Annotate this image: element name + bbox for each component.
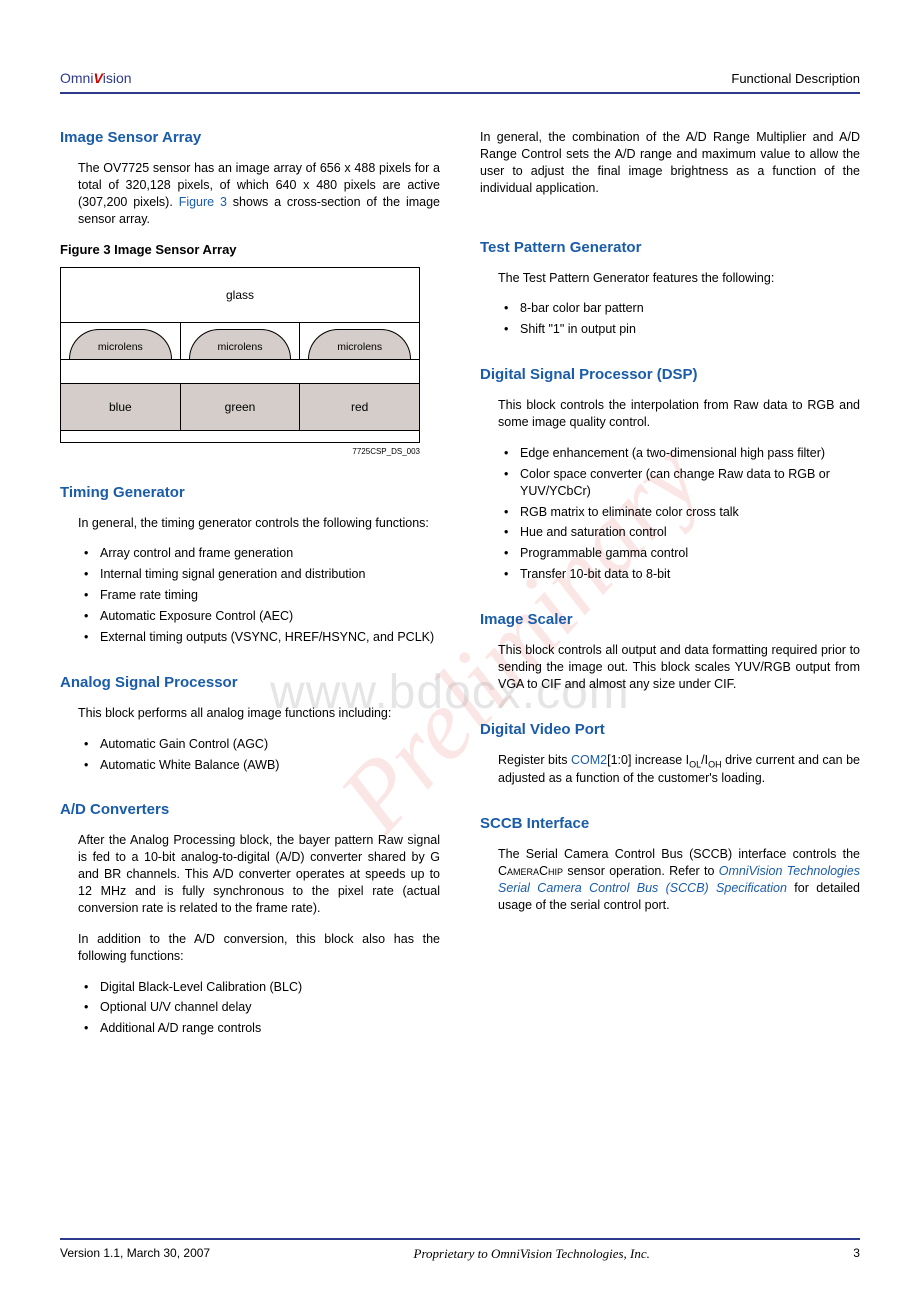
footer-proprietary: Proprietary to OmniVision Technologies, … (414, 1246, 650, 1262)
text: Register bits (498, 753, 571, 767)
section-test-pattern-generator: Test Pattern Generator The Test Pattern … (480, 239, 860, 339)
page-header: OmniVision Functional Description (60, 70, 860, 94)
section-image-scaler: Image Scaler This block controls all out… (480, 611, 860, 693)
bullet-list: Edge enhancement (a two-dimensional high… (480, 445, 860, 583)
heading-digital-video-port: Digital Video Port (480, 721, 860, 738)
heading-image-sensor-array: Image Sensor Array (60, 129, 440, 146)
list-item: Automatic White Balance (AWB) (78, 757, 440, 774)
color-cell-red: red (300, 384, 419, 430)
paragraph: The OV7725 sensor has an image array of … (60, 160, 440, 228)
bullet-list: Automatic Gain Control (AGC) Automatic W… (60, 736, 440, 774)
paragraph: The Test Pattern Generator features the … (480, 270, 860, 287)
figure-substrate (61, 430, 419, 442)
microlens-cell: microlens (181, 323, 301, 359)
paragraph: In addition to the A/D conversion, this … (60, 931, 440, 965)
section-timing-generator: Timing Generator In general, the timing … (60, 484, 440, 646)
footer-version: Version 1.1, March 30, 2007 (60, 1246, 210, 1262)
heading-dsp: Digital Signal Processor (DSP) (480, 366, 860, 383)
list-item: Hue and saturation control (498, 524, 860, 541)
bullet-list: Array control and frame generation Inter… (60, 545, 440, 645)
microlens-cell: microlens (61, 323, 181, 359)
list-item: External timing outputs (VSYNC, HREF/HSY… (78, 629, 440, 646)
section-ad-converters: A/D Converters After the Analog Processi… (60, 801, 440, 1037)
list-item: Shift "1" in output pin (498, 321, 860, 338)
logo-omni: Omni (60, 70, 93, 86)
subscript: OH (708, 759, 722, 769)
heading-ad-converters: A/D Converters (60, 801, 440, 818)
right-column: In general, the combination of the A/D R… (480, 129, 860, 1065)
microlens-label: microlens (181, 341, 300, 353)
microlens-cell: microlens (300, 323, 419, 359)
figure-color-row: blue green red (61, 384, 419, 430)
list-item: Additional A/D range controls (78, 1020, 440, 1037)
figure-code: 7725CSP_DS_003 (60, 447, 420, 456)
list-item: Automatic Gain Control (AGC) (78, 736, 440, 753)
figure-gap (61, 360, 419, 384)
smallcaps-text: CameraChip (498, 864, 563, 878)
subscript: OL (689, 759, 701, 769)
paragraph: This block controls all output and data … (480, 642, 860, 693)
microlens-label: microlens (300, 341, 419, 353)
register-link[interactable]: COM2 (571, 753, 607, 767)
heading-image-scaler: Image Scaler (480, 611, 860, 628)
list-item: Internal timing signal generation and di… (78, 566, 440, 583)
list-item: Optional U/V channel delay (78, 999, 440, 1016)
list-item: Edge enhancement (a two-dimensional high… (498, 445, 860, 462)
figure-link[interactable]: Figure 3 (179, 195, 227, 209)
heading-sccb-interface: SCCB Interface (480, 815, 860, 832)
figure-glass-layer: glass (61, 268, 419, 323)
list-item: Array control and frame generation (78, 545, 440, 562)
color-cell-green: green (181, 384, 301, 430)
paragraph: This block performs all analog image fun… (60, 705, 440, 722)
list-item: Digital Black-Level Calibration (BLC) (78, 979, 440, 996)
heading-test-pattern-generator: Test Pattern Generator (480, 239, 860, 256)
paragraph: This block controls the interpolation fr… (480, 397, 860, 431)
paragraph: The Serial Camera Control Bus (SCCB) int… (480, 846, 860, 914)
list-item: Programmable gamma control (498, 545, 860, 562)
list-item: RGB matrix to eliminate color cross talk (498, 504, 860, 521)
section-analog-signal-processor: Analog Signal Processor This block perfo… (60, 674, 440, 774)
page-footer: Version 1.1, March 30, 2007 Proprietary … (60, 1238, 860, 1262)
two-column-layout: Image Sensor Array The OV7725 sensor has… (60, 129, 860, 1065)
list-item: Color space converter (can change Raw da… (498, 466, 860, 500)
text: The Serial Camera Control Bus (SCCB) int… (498, 847, 860, 861)
section-image-sensor-array: Image Sensor Array The OV7725 sensor has… (60, 129, 440, 456)
paragraph: In general, the combination of the A/D R… (480, 129, 860, 197)
left-column: Image Sensor Array The OV7725 sensor has… (60, 129, 440, 1065)
text: sensor operation. Refer to (563, 864, 719, 878)
section-digital-video-port: Digital Video Port Register bits COM2[1:… (480, 721, 860, 788)
microlens-label: microlens (61, 341, 180, 353)
section-dsp: Digital Signal Processor (DSP) This bloc… (480, 366, 860, 583)
figure-3-diagram: glass microlens microlens microlens (60, 267, 420, 443)
list-item: Automatic Exposure Control (AEC) (78, 608, 440, 625)
section-sccb-interface: SCCB Interface The Serial Camera Control… (480, 815, 860, 914)
paragraph: In general, the timing generator control… (60, 515, 440, 532)
logo-ision: ision (103, 70, 132, 86)
heading-analog-signal-processor: Analog Signal Processor (60, 674, 440, 691)
footer-page-number: 3 (853, 1246, 860, 1262)
header-section-title: Functional Description (731, 71, 860, 86)
paragraph: After the Analog Processing block, the b… (60, 832, 440, 916)
color-cell-blue: blue (61, 384, 181, 430)
bullet-list: Digital Black-Level Calibration (BLC) Op… (60, 979, 440, 1038)
list-item: Frame rate timing (78, 587, 440, 604)
spacer (480, 211, 860, 239)
list-item: Transfer 10-bit data to 8-bit (498, 566, 860, 583)
paragraph: Register bits COM2[1:0] increase IOL/IOH… (480, 752, 860, 788)
heading-timing-generator: Timing Generator (60, 484, 440, 501)
text: [1:0] increase I (607, 753, 689, 767)
figure-microlens-row: microlens microlens microlens (61, 323, 419, 360)
figure-caption: Figure 3 Image Sensor Array (60, 242, 440, 257)
list-item: 8-bar color bar pattern (498, 300, 860, 317)
bullet-list: 8-bar color bar pattern Shift "1" in out… (480, 300, 860, 338)
logo-v: V (93, 70, 102, 86)
logo: OmniVision (60, 70, 132, 86)
